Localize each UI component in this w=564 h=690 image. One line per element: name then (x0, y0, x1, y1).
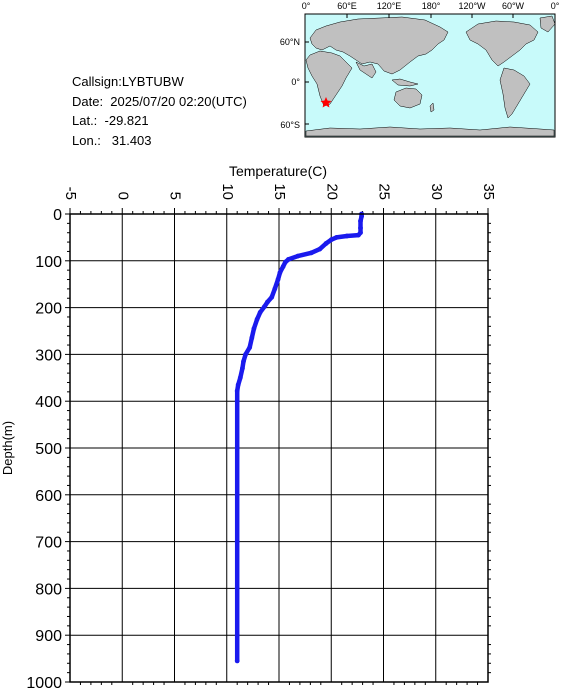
data-point (280, 264, 286, 269)
map-lon-label: 120°E (377, 1, 402, 11)
y-tick-labels: 0 100 200 300 400 500 600 700 800 900 1000 (26, 207, 62, 690)
data-point (254, 316, 260, 322)
data-point (240, 366, 245, 371)
data-point (334, 235, 339, 240)
data-point (356, 232, 361, 238)
map-lon-label: 60°E (337, 1, 357, 11)
data-point (241, 359, 246, 364)
data-point (272, 286, 278, 292)
x-tick-label: 5 (167, 192, 184, 200)
longitude-text: Lon.: 31.403 (72, 132, 152, 148)
map-lon-labels: 0° 60°E 120°E 180° 120°W 60°W 0° (302, 1, 560, 11)
callsign-text: Callsign:LYBTUBW (72, 74, 184, 89)
star-icon (320, 97, 332, 108)
y-tick-label: 100 (35, 254, 62, 271)
y-tick-label: 600 (35, 488, 62, 505)
greenland-land (539, 15, 556, 33)
data-point (269, 294, 275, 300)
data-point (247, 345, 253, 350)
map-lon-label: 60°W (502, 1, 525, 11)
y-tick-label: 300 (35, 347, 62, 364)
data-point (328, 237, 334, 243)
data-point (234, 539, 240, 544)
map-land (305, 15, 556, 137)
map-lat-label: 0° (291, 77, 300, 87)
data-point (235, 382, 241, 388)
data-point (275, 277, 281, 282)
data-point (344, 233, 350, 239)
data-point (234, 658, 240, 664)
data-point (257, 309, 263, 315)
y-tick-label: 1000 (26, 675, 62, 690)
map-marker (320, 97, 332, 108)
north-america-land (465, 20, 539, 67)
plot-frame (69, 213, 489, 683)
y-tick-label: 400 (35, 394, 62, 411)
map-ticks (305, 14, 514, 125)
y-axis-title: Depth(m) (0, 421, 15, 475)
map-lat-labels: 60°N 0° 60°S (280, 37, 301, 130)
data-point (234, 445, 240, 451)
map-lon-label: 180° (422, 1, 441, 11)
station-info: Callsign:LYBTUBW Date: 2025/07/20 02:20(… (72, 72, 247, 150)
data-point (237, 375, 243, 381)
data-point (265, 299, 270, 305)
data-point (282, 259, 288, 265)
data-point (286, 257, 291, 262)
y-tick-label: 500 (35, 441, 62, 458)
y-tick-label: 0 (53, 207, 62, 224)
map-lat-label: 60°S (280, 120, 300, 130)
x-tick-labels: -5 0 5 10 15 20 25 30 35 (62, 183, 497, 200)
x-tick-label: 35 (480, 183, 497, 200)
data-point (234, 632, 240, 638)
data-point (358, 225, 363, 231)
data-point (262, 304, 267, 310)
map-lon-label: 0° (551, 1, 560, 11)
map-lon-label: 120°W (458, 1, 486, 11)
data-point (358, 218, 363, 224)
x-tick-label: 15 (271, 183, 288, 200)
x-tick-label: 10 (219, 183, 236, 200)
indonesia-land (391, 78, 419, 87)
x-tick-label: 30 (428, 183, 445, 200)
chart-grid (69, 213, 489, 683)
antarctica-land (305, 126, 555, 137)
y-tick-label: 900 (35, 628, 62, 645)
data-point (234, 586, 240, 591)
africa-land (305, 50, 353, 107)
data-point (295, 253, 301, 259)
world-map: 0° 60°E 120°E 180° 120°W 60°W 0° 60°N 0°… (280, 1, 560, 138)
data-point (359, 213, 364, 219)
data-point (277, 270, 283, 275)
eurasia-land (309, 16, 449, 75)
x-tick-label: 20 (323, 183, 340, 200)
x-tick-label: 25 (376, 183, 393, 200)
y-tick-label: 800 (35, 581, 62, 598)
date-text: Date: 2025/07/20 02:20(UTC) (72, 93, 247, 109)
south-america-land (499, 67, 531, 119)
data-point (243, 352, 249, 357)
y-tick-label: 700 (35, 535, 62, 552)
map-lat-label: 60°N (280, 37, 300, 47)
australia-land (393, 87, 423, 109)
data-point (234, 388, 240, 394)
data-point (251, 326, 257, 332)
x-tick-label: -5 (62, 187, 79, 200)
chart-series (234, 211, 364, 664)
data-point (323, 241, 329, 246)
newzealand-land (429, 102, 435, 113)
data-point (234, 398, 240, 404)
data-point (309, 250, 314, 256)
temperature-profile-line (234, 211, 364, 664)
latitude-text: Lat.: -29.821 (72, 113, 149, 128)
india-land (355, 61, 377, 79)
x-axis-title: Temperature(C) (229, 163, 327, 179)
data-point (317, 246, 323, 252)
data-point (249, 335, 255, 341)
y-tick-label: 200 (35, 301, 62, 318)
map-lon-label: 0° (302, 1, 311, 11)
x-tick-label: 0 (114, 192, 131, 200)
data-point (234, 492, 240, 498)
